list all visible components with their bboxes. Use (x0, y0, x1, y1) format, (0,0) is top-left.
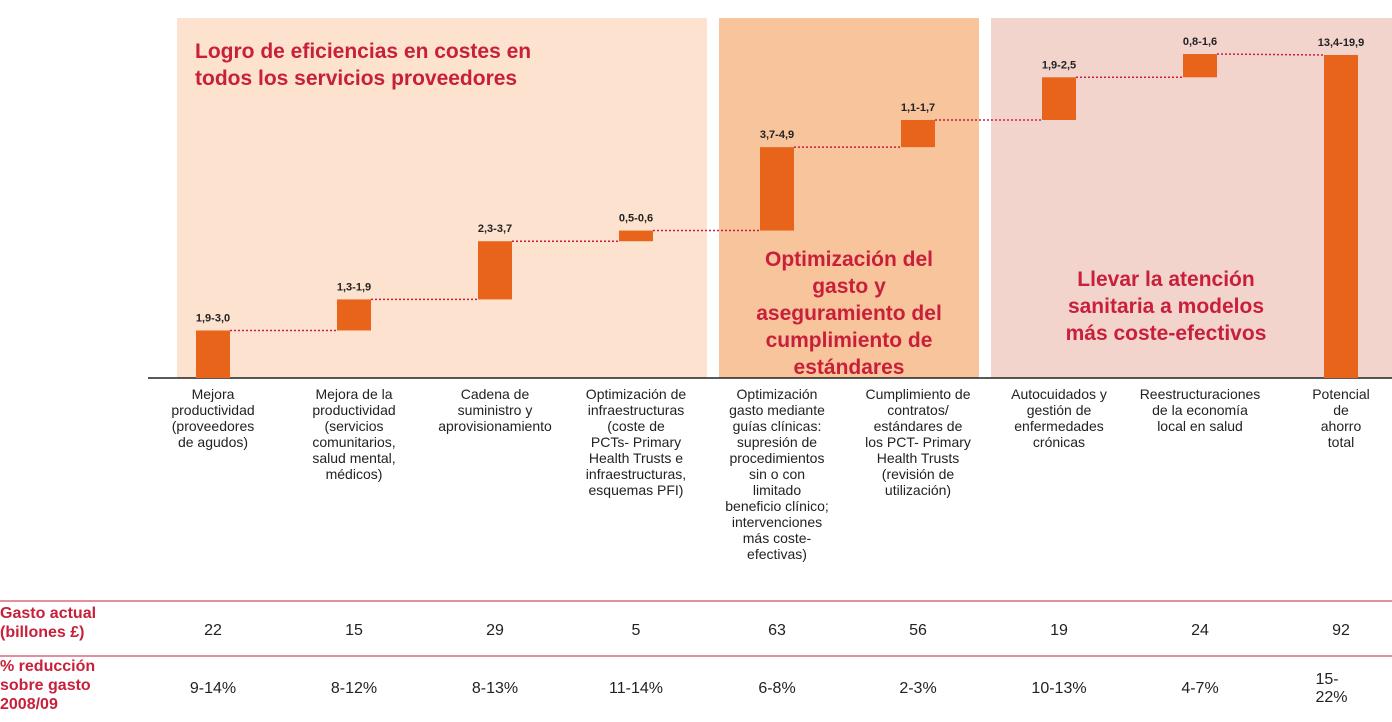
table-cell: 6-8% (758, 680, 796, 697)
table-cell: 29 (486, 622, 504, 639)
row-label: Gasto actual (billones £) (0, 605, 97, 641)
table-cell: 22 (204, 622, 222, 639)
section-title: Llevar la atención sanitaria a modelos m… (1065, 268, 1267, 345)
table-cell: 10-13% (1031, 680, 1087, 697)
table-cell: 92 (1332, 622, 1350, 639)
table-cell: 11-14% (609, 680, 663, 697)
section-title: Logro de eficiencias en costes en todos … (195, 40, 532, 90)
bar (1324, 54, 1358, 379)
row-label: % reducción sobre gasto 2008/09 (0, 658, 96, 713)
table-cell: 63 (768, 622, 786, 639)
x-tick-label: Autocuidados y gestión de enfermedades c… (1011, 386, 1107, 450)
connector (1216, 53, 1325, 56)
table-cell: 15-22% (1315, 671, 1348, 706)
bar (478, 241, 512, 300)
value-label: 0,5-0,6 (619, 213, 653, 225)
bar (619, 230, 653, 242)
value-label: 1,9-3,0 (196, 312, 230, 324)
x-tick-label: Potencial de ahorro total (1312, 386, 1370, 450)
panel (177, 18, 707, 378)
x-tick-label: Cadena de suministro y aprovisionamiento (438, 386, 552, 434)
table-cell: 24 (1191, 622, 1209, 639)
value-label: 1,1-1,7 (901, 102, 935, 114)
value-label: 13,4-19,9 (1318, 37, 1364, 49)
bar (337, 299, 371, 331)
value-label: 3,7-4,9 (760, 129, 794, 141)
x-tick-label: Optimización de infraestructuras (coste … (585, 386, 687, 498)
value-label: 0,8-1,6 (1183, 36, 1217, 48)
bar (1183, 54, 1217, 78)
section-title: Optimización del gasto y aseguramiento d… (756, 248, 942, 379)
value-label: 2,3-3,7 (478, 223, 512, 235)
table-cell: 2-3% (899, 680, 937, 697)
bar (1042, 77, 1076, 120)
table-cell: 4-7% (1181, 680, 1219, 697)
table-cell: 15 (345, 622, 363, 639)
bar (760, 147, 794, 231)
table-cell: 56 (909, 622, 927, 639)
table-cell: 8-13% (471, 680, 519, 697)
bar (901, 119, 935, 148)
x-tick-label: Cumplimiento de contratos/ estándares de… (865, 386, 971, 498)
bar (196, 330, 230, 378)
x-tick-label: Mejora productividad (proveedores de agu… (171, 386, 255, 450)
table-cell: 5 (631, 622, 641, 639)
value-label: 1,9-2,5 (1042, 59, 1076, 71)
x-tick-label: Optimización gasto mediante guías clínic… (725, 386, 829, 562)
table-cell: 8-12% (330, 680, 378, 697)
value-label: 1,3-1,9 (337, 281, 371, 293)
x-tick-label: Mejora de la productividad (servicios co… (312, 386, 396, 482)
table-cell: 19 (1050, 622, 1068, 639)
x-tick-label: Reestructuraciones de la economía local … (1139, 386, 1261, 434)
table-cell: 9-14% (189, 680, 237, 697)
